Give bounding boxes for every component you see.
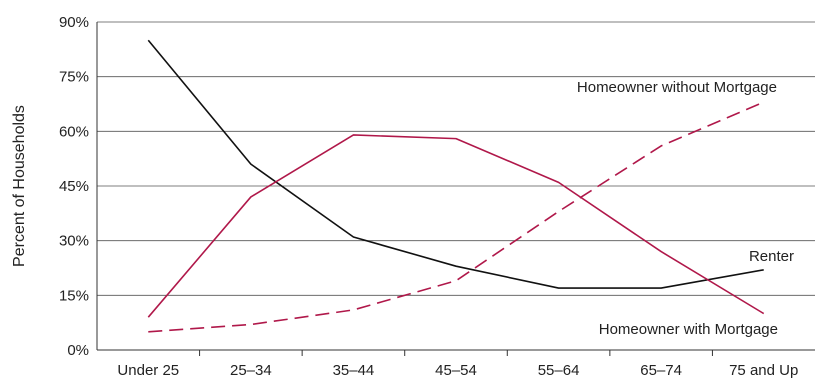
y-tick-label: 0% — [67, 342, 89, 359]
series-label: Homeowner without Mortgage — [577, 79, 777, 96]
series-labels: Renter Homeowner with Mortgage Homeowner w… — [577, 79, 794, 338]
y-tick-label: 75% — [59, 69, 89, 86]
y-axis-title: Percent of Households — [11, 105, 28, 267]
series-label: Homeowner with Mortgage — [599, 321, 778, 338]
x-tick-label: 35–44 — [333, 362, 375, 379]
gridlines — [97, 21, 815, 296]
axes — [96, 22, 815, 351]
y-tick-label: 30% — [59, 233, 89, 250]
y-tick-label: 90% — [59, 14, 89, 31]
x-tick-label: 65–74 — [640, 362, 682, 379]
x-tick-labels: Under 25 25–34 35–44 45–54 55–64 65–74 75 and … — [117, 350, 798, 379]
x-tick-label: Under 25 — [117, 362, 179, 379]
x-tick-label: 55–64 — [538, 362, 580, 379]
series-line — [147, 39, 764, 289]
y-tick-label: 60% — [59, 123, 89, 140]
x-tick-label: 25–34 — [230, 362, 272, 379]
series-label: Renter — [749, 248, 794, 265]
x-tick-label: 45–54 — [435, 362, 477, 379]
y-tick-labels: 0% 15% 30% 45% 60% 75% 90% — [59, 14, 89, 359]
y-tick-label: 15% — [59, 287, 89, 304]
series-line — [147, 134, 765, 318]
series-line — [148, 101, 765, 333]
x-tick-label: 75 and Up — [729, 362, 798, 379]
series-lines — [147, 39, 765, 333]
y-tick-label: 45% — [59, 178, 89, 195]
